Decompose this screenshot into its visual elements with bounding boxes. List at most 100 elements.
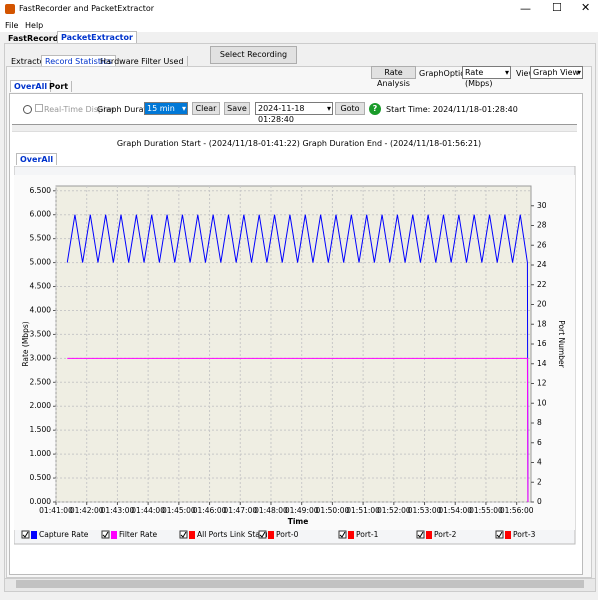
x-tick-label: 01:46:00 [193, 506, 227, 515]
y2-tick-label: 12 [537, 379, 547, 388]
y-tick-label: 4.500 [30, 282, 52, 291]
menu-item[interactable]: Help [25, 21, 44, 30]
y-tick-label: 2.000 [30, 401, 52, 410]
y2-tick-label: 20 [537, 300, 547, 309]
y2-tick-label: 10 [537, 398, 547, 407]
legend-label: Port-3 [513, 530, 536, 539]
x-tick-label: 01:48:00 [254, 506, 288, 515]
main-tab[interactable]: PacketExtractor [57, 31, 137, 43]
y-tick-label: 0.000 [30, 497, 52, 506]
legend-check [417, 531, 424, 538]
y2-tick-label: 4 [537, 458, 542, 467]
series-line [66, 214, 529, 503]
graph-tab[interactable]: OverAll [16, 153, 58, 165]
select-recording-button[interactable]: Select Recording [210, 46, 297, 64]
legend-checkbox[interactable] [338, 530, 347, 539]
time-slider[interactable] [12, 124, 577, 132]
legend-label: Port-0 [276, 530, 299, 539]
legend-check [22, 531, 29, 538]
maximize-button[interactable]: ☐ [552, 1, 562, 14]
clear-button[interactable]: Clear [192, 102, 220, 115]
x-tick-label: 01:49:00 [285, 506, 319, 515]
x-tick-label: 01:44:00 [131, 506, 165, 515]
y-tick-label: 2.500 [30, 377, 52, 386]
legend-checkbox[interactable] [258, 530, 267, 539]
x-tick-label: 01:47:00 [223, 506, 257, 515]
legend-swatch [348, 531, 354, 539]
legend-swatch [189, 531, 195, 539]
legend-label: Capture Rate [39, 530, 89, 539]
legend-label: All Ports Link Status [197, 530, 272, 539]
chart: Rate (Mbps) Port Number Time 0.000 0.500 1… [14, 166, 576, 545]
view-label: View [516, 69, 535, 78]
sub-tab[interactable]: Hardware Filter Used [97, 56, 188, 67]
legend-swatch [111, 531, 117, 539]
y-tick-label: 1.500 [30, 425, 52, 434]
minimize-button[interactable]: — [520, 2, 531, 15]
app-icon [5, 4, 15, 14]
radio-button[interactable] [23, 105, 32, 114]
start-time: Start Time: 2024/11/18-01:28:40 [386, 105, 518, 114]
legend-check [102, 531, 109, 538]
y-tick-label: 3.000 [30, 353, 52, 362]
goto-button[interactable]: Goto [335, 102, 365, 115]
legend-label: Port-1 [356, 530, 379, 539]
legend-checkbox[interactable] [495, 530, 504, 539]
y2-tick-label: 8 [537, 418, 542, 427]
legend-check [339, 531, 346, 538]
view-tab[interactable]: OverAll [10, 80, 52, 92]
title-bar [0, 0, 598, 18]
view-select[interactable]: Graph View [530, 66, 583, 79]
menu-bar [0, 18, 598, 32]
legend-check [259, 531, 266, 538]
x-tick-label: 01:53:00 [408, 506, 442, 515]
y2-tick-label: 26 [537, 240, 547, 249]
x-tick-label: 01:50:00 [316, 506, 350, 515]
y2-tick-label: 2 [537, 477, 542, 486]
graph-duration-label: Graph Duration [97, 105, 159, 114]
checkbox[interactable] [35, 104, 43, 112]
datetime-picker[interactable]: 2024-11-18 01:28:40 [255, 102, 333, 124]
save-button[interactable]: Save [224, 102, 250, 115]
y-tick-label: 1.000 [30, 449, 52, 458]
y2-tick-label: 22 [537, 280, 547, 289]
sub-tab[interactable]: Extractor [11, 57, 48, 66]
legend-checkbox[interactable] [101, 530, 110, 539]
x-tick-label: 01:41:00 [39, 506, 73, 515]
close-button[interactable]: ✕ [581, 1, 591, 14]
x-axis-title: Time [288, 517, 309, 526]
graph-options-select[interactable]: Rate (Mbps) [462, 66, 511, 88]
legend-check [496, 531, 503, 538]
legend-check [180, 531, 187, 538]
graph-options-label: GraphOptions [419, 69, 475, 78]
y-tick-label: 6.000 [30, 210, 52, 219]
graph-duration-select[interactable]: 15 min [144, 102, 188, 115]
y2-tick-label: 30 [537, 201, 547, 210]
series-line [67, 357, 529, 503]
sub-tab[interactable]: Record Statistics [41, 55, 116, 67]
legend-label: Port-2 [434, 530, 457, 539]
x-tick-label: 01:43:00 [101, 506, 135, 515]
legend-swatch [426, 531, 432, 539]
y-tick-label: 5.500 [30, 234, 52, 243]
y2-tick-label: 0 [537, 497, 542, 506]
legend-swatch [505, 531, 511, 539]
menu-item[interactable]: File [5, 21, 19, 30]
x-tick-label: 01:54:00 [438, 506, 472, 515]
legend-checkbox[interactable] [179, 530, 188, 539]
scrollbar-thumb[interactable] [16, 580, 584, 588]
legend-checkbox[interactable] [416, 530, 425, 539]
rate-analysis-button[interactable]: Rate Analysis [371, 66, 416, 88]
y2-tick-label: 16 [537, 339, 547, 348]
help-icon[interactable]: ? [369, 103, 381, 115]
main-tab[interactable]: FastRecorder [8, 34, 68, 43]
legend-checkbox[interactable] [21, 530, 30, 539]
y-axis-title: Rate (Mbps) [21, 321, 30, 366]
view-tab[interactable]: Port [46, 81, 73, 92]
x-tick-label: 01:45:00 [162, 506, 196, 515]
legend-label: Filter Rate [119, 530, 158, 539]
y2-tick-label: 28 [537, 221, 547, 230]
real-time-label: Real-Time Display [44, 105, 116, 114]
y-tick-label: 6.500 [30, 186, 52, 195]
